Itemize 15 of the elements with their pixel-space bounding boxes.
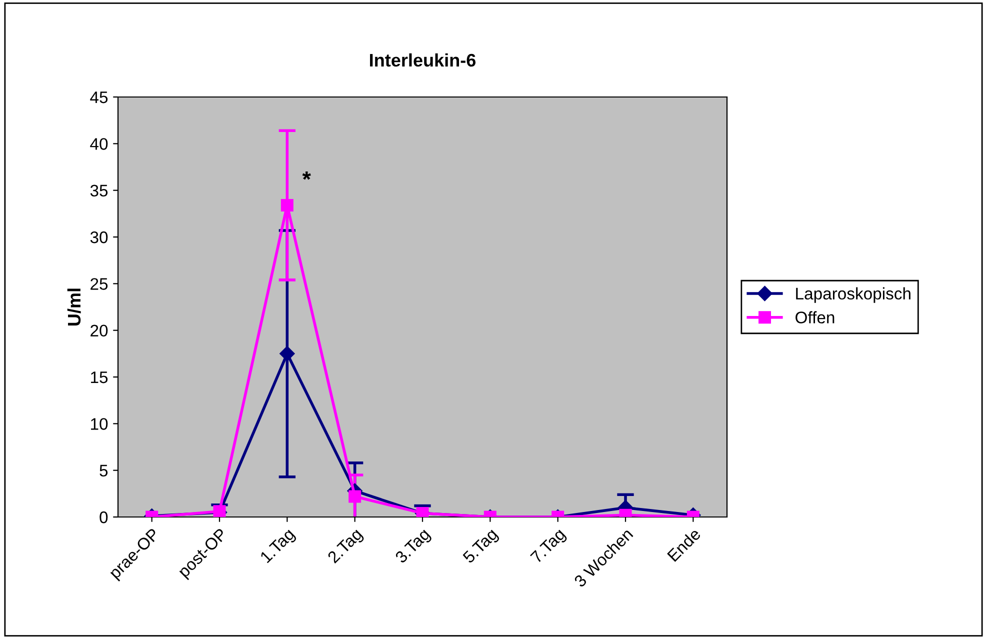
y-tick-label: 0 [100,511,108,524]
y-tick-label: 10 [91,418,108,430]
legend-label: Offen [796,311,834,324]
y-tick-label: 15 [91,372,108,384]
y-tick-label: 25 [90,278,108,290]
y-tick-label: 45 [90,92,108,104]
y-tick-label: 30 [90,231,108,244]
y-tick-label: 20 [90,324,108,337]
y-tick-label: 5 [100,464,108,477]
legend-label: Laparoskopisch [796,287,910,303]
annotation: * [302,171,311,180]
y-tick-label: 40 [90,138,108,150]
chart-title: Interleukin-6 [370,53,476,67]
y-tick-label: 35 [90,184,108,197]
y-axis-title: U/ml [67,288,81,326]
